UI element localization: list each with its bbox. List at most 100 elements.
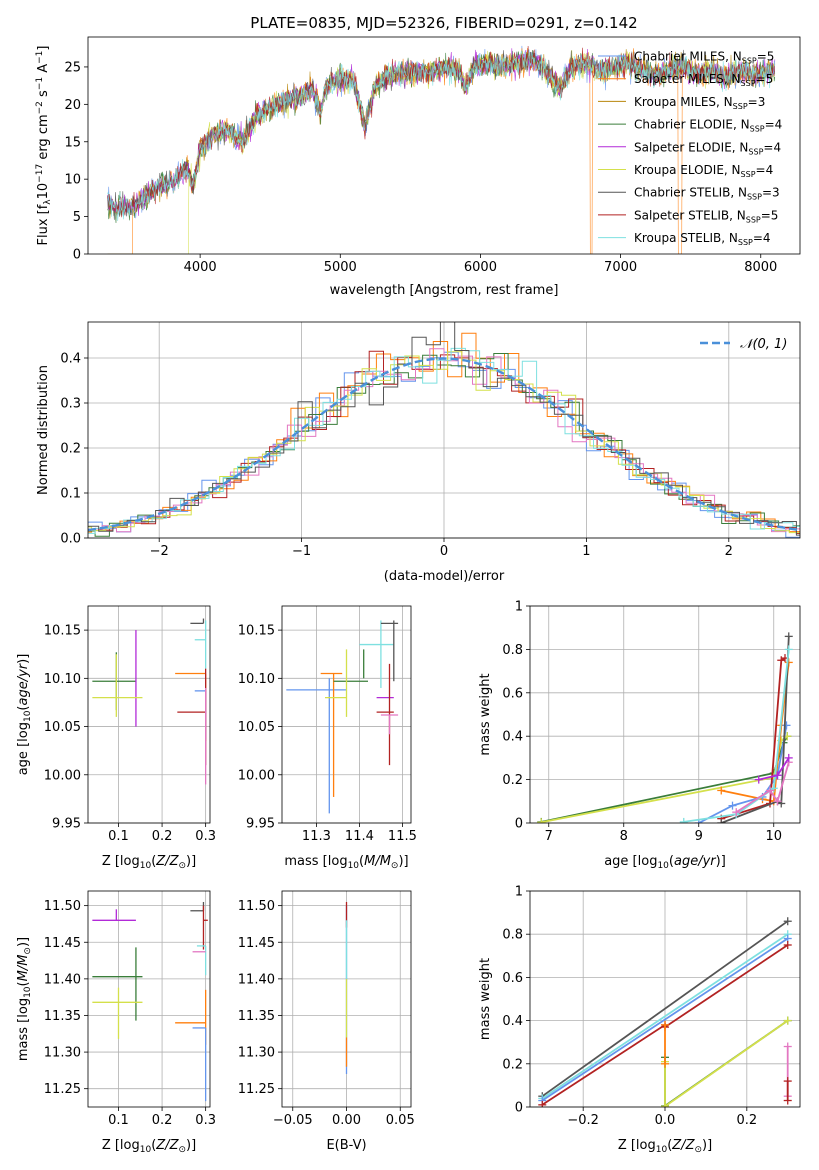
y-tick-label: 0 <box>515 1101 523 1116</box>
y-tick-label: 11.40 <box>238 972 275 987</box>
ticks: −0.05 0.00 0.05 11.25 11.30 11.35 11.40 11.45 11… <box>238 899 415 1128</box>
label-part: =4 <box>756 163 774 177</box>
ticks: 7 8 9 10 0 0.2 0.4 0.6 0.8 1 <box>502 600 782 845</box>
error-point <box>194 620 207 669</box>
plot-area <box>92 618 207 785</box>
grid <box>88 606 210 824</box>
x-tick-label: 0.00 <box>332 1113 361 1128</box>
y-tick-label: 10.00 <box>238 768 275 783</box>
plot-area <box>88 322 800 538</box>
y-tick-label: 11.45 <box>44 936 81 951</box>
label-part: mass [log <box>284 854 347 869</box>
label-part: 10 <box>23 710 33 722</box>
x-tick-label: 0.1 <box>108 829 129 844</box>
plot-area <box>537 632 793 823</box>
panel-mass-z: 0.1 0.2 0.3 11.25 11.30 11.35 11.40 11.45 11.50 Z… <box>16 890 216 1155</box>
error-point <box>194 690 207 740</box>
label-part: Chabrier MILES, N <box>634 50 742 64</box>
x-axis-label: age [log10(age/yr)] <box>604 854 726 871</box>
error-point <box>325 649 348 717</box>
label-part: mass weight <box>478 673 493 755</box>
x-tick-label: 5000 <box>324 260 357 275</box>
ticks: 0.1 0.2 0.3 11.25 11.30 11.35 11.40 11.45 11.50 <box>44 899 216 1128</box>
label-part: ⊙ <box>694 1145 702 1155</box>
panel-age-mass: 11.3 11.4 11.5 9.95 10.00 10.05 10.10 10.15 mass… <box>238 605 417 871</box>
label-part: mass weight <box>478 958 493 1040</box>
label-part: )] <box>16 654 31 664</box>
y-tick-label: 5 <box>73 210 81 225</box>
panel-mass-ebv: −0.05 0.00 0.05 11.25 11.30 11.35 11.40 11.45 11… <box>238 890 415 1153</box>
x-tick-label: 0.3 <box>195 1113 216 1128</box>
axes-frame <box>87 36 801 255</box>
error-point <box>92 654 143 717</box>
label-part: =5 <box>761 208 779 222</box>
label-part: )] <box>398 854 408 869</box>
error-point <box>320 672 343 797</box>
x-tick-label: 10 <box>765 829 782 844</box>
axes-frame <box>529 605 801 824</box>
label-part: M/M <box>364 854 391 869</box>
y-tick-label: 9.95 <box>52 817 81 832</box>
label-part: SSP <box>738 238 753 247</box>
label-part: 10 <box>140 861 152 871</box>
panel-massweight-z: −0.2 0.0 0.2 0 0.2 0.4 0.6 0.8 1 Z [log10(Z/Z⊙)] m… <box>478 885 801 1155</box>
histogram-step <box>88 348 800 535</box>
label-part: SSP <box>741 79 756 88</box>
chart-title: PLATE=0835, MJD=52326, FIBERID=0291, z=0… <box>250 14 637 32</box>
label-part: Z/Z <box>671 1138 695 1153</box>
y-tick-label: 10.05 <box>238 720 275 735</box>
weight-series <box>754 753 793 784</box>
x-axis-label: E(B-V) <box>326 1138 366 1153</box>
x-tick-label: 11.4 <box>345 829 374 844</box>
label-part: Z [log <box>102 1138 140 1153</box>
axes-frame <box>529 890 801 1108</box>
plot-area <box>538 917 792 1107</box>
plot-area <box>92 901 208 1102</box>
panel-residuals: −2 −1 0 1 2 0.0 0.1 0.2 0.3 0.4 𝒩(0, 1) (data-model… <box>36 321 801 584</box>
label-part: =3 <box>748 95 766 109</box>
error-point <box>175 672 207 742</box>
ticks: 4000 5000 6000 7000 8000 0 5 10 15 20 25 <box>64 60 777 275</box>
label-part: A <box>36 64 51 77</box>
y-tick-label: 10.05 <box>44 720 81 735</box>
error-point <box>175 989 207 1045</box>
y-tick-label: 10.10 <box>44 672 81 687</box>
y-tick-label: 11.35 <box>238 1009 275 1024</box>
weight-line <box>541 933 789 1100</box>
y-axis-label: age [log10(age/yr)] <box>16 654 33 776</box>
error-point <box>177 668 207 766</box>
y-tick-label: 0.2 <box>502 1057 523 1072</box>
label-part: age/yr <box>16 662 31 705</box>
y-tick-label: 25 <box>64 60 81 75</box>
x-tick-label: 8000 <box>744 260 777 275</box>
x-tick-label: 2 <box>725 544 733 559</box>
y-tick-label: 0.0 <box>60 532 81 547</box>
grid <box>88 891 210 1107</box>
label-part: ( <box>151 1138 156 1153</box>
label-part: )] <box>16 937 31 947</box>
plot-area <box>286 620 399 814</box>
legend-entry: Kroupa MILES, NSSP=3 <box>634 95 765 111</box>
label-part: ( <box>16 706 31 711</box>
x-tick-label: 0 <box>440 544 448 559</box>
label-part: Chabrier ELODIE, N <box>634 118 750 132</box>
x-tick-label: 7000 <box>604 260 637 275</box>
panel-spectrum: 4000 5000 6000 7000 8000 0 5 10 15 20 25 PLATE=0835… <box>35 14 801 298</box>
x-axis-label: wavelength [Angstrom, rest frame] <box>330 283 559 298</box>
label-part: −17 <box>35 164 45 183</box>
y-tick-label: 11.25 <box>238 1082 275 1097</box>
label-part: 10 <box>657 861 669 871</box>
legend-entry: Kroupa ELODIE, NSSP=4 <box>634 163 773 179</box>
label-part: ( <box>359 854 364 869</box>
weight-series <box>537 732 792 823</box>
weight-series <box>661 1020 669 1068</box>
y-tick-label: 11.30 <box>44 1046 81 1061</box>
spectrum-line <box>107 49 776 222</box>
y-tick-label: 11.50 <box>44 899 81 914</box>
y-tick-label: 1 <box>515 885 523 900</box>
normal-curve <box>88 357 800 532</box>
legend-entry: Salpeter MILES, NSSP=5 <box>634 72 773 88</box>
x-tick-label: 0.2 <box>736 1113 757 1128</box>
label-part: 10 <box>656 1145 668 1155</box>
label-part: −2 <box>35 101 45 114</box>
